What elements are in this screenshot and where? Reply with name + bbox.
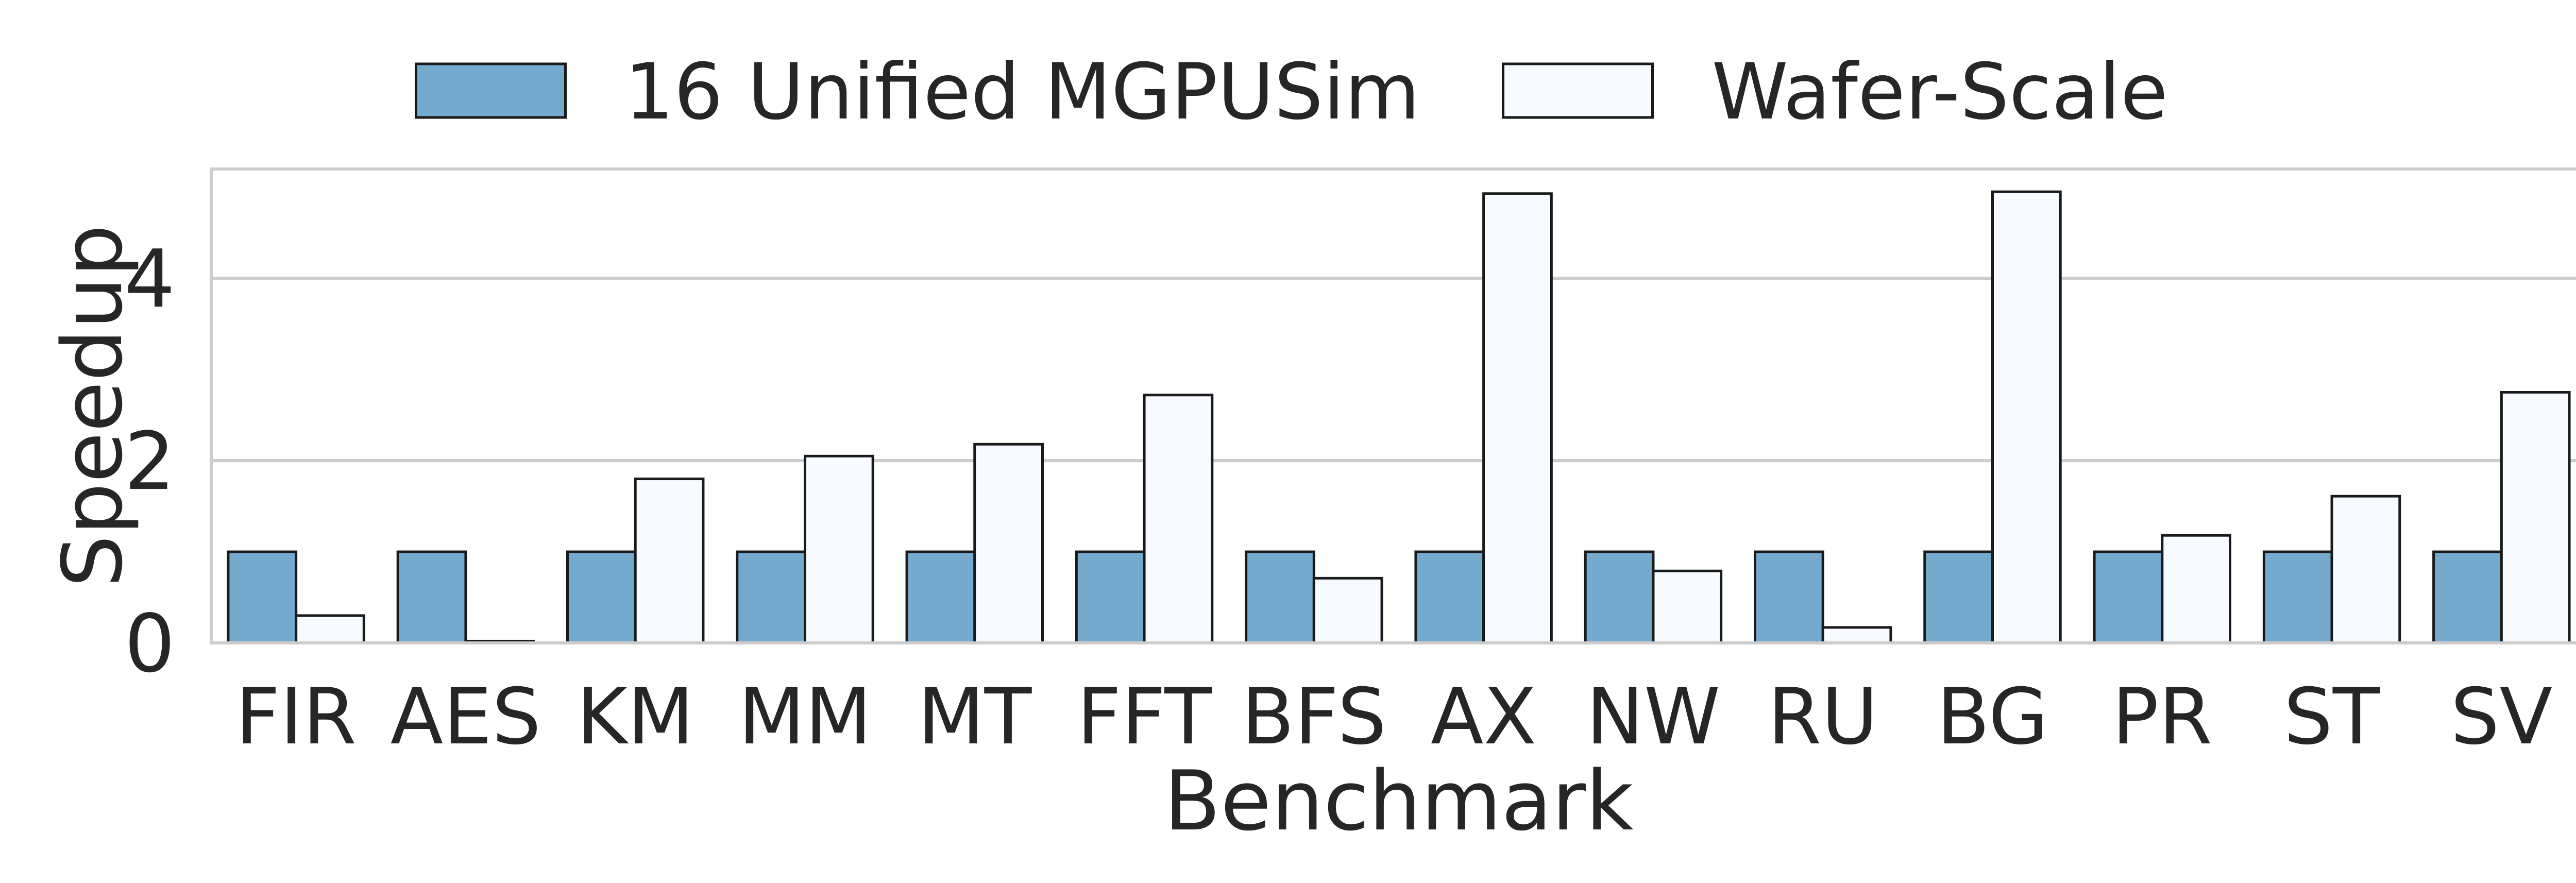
plot-frame <box>210 167 2576 644</box>
bar-sv-series-2 <box>2500 390 2571 644</box>
y-tick-label: 4 <box>124 232 175 326</box>
x-axis-label: Benchmark <box>1164 753 1634 849</box>
bars <box>227 190 2571 644</box>
bar-st-series-1 <box>2262 550 2333 644</box>
x-tick-label: AX <box>1431 672 1536 762</box>
bar-ax-series-2 <box>1482 192 1553 644</box>
legend-swatch-1 <box>415 62 567 119</box>
x-ticks: FIR AES KM MM MT FFT BFS AX NW RU BG PR ST SV <box>235 672 2552 762</box>
bar-fir-series-2 <box>295 614 365 644</box>
x-tick-label: BFS <box>1241 672 1386 762</box>
bar-mt-series-2 <box>973 443 1044 644</box>
bar-mm-series-2 <box>804 454 874 644</box>
bar-aes-series-1 <box>396 550 467 644</box>
bar-bfs-series-1 <box>1245 550 1315 644</box>
x-tick-label: FIR <box>235 672 357 762</box>
x-tick-label: SV <box>2450 672 2552 762</box>
legend-swatch-2 <box>1502 62 1654 119</box>
legend-label: 16 Unified MGPUSim <box>625 47 1420 137</box>
x-tick-label: BG <box>1937 672 2048 762</box>
bar-pr-series-1 <box>2093 550 2164 644</box>
bar-bg-series-1 <box>1923 550 1994 644</box>
bar-mt-series-1 <box>905 550 976 644</box>
x-tick-label: ST <box>2284 672 2381 762</box>
x-tick-label: PR <box>2112 672 2212 762</box>
bar-bg-series-2 <box>1991 190 2062 644</box>
bar-nw-series-2 <box>1652 569 1723 644</box>
y-tick-label: 0 <box>124 597 175 690</box>
x-tick-label: RU <box>1768 672 1878 762</box>
bar-sv-series-1 <box>2432 550 2503 644</box>
legend: 16 Unified MGPUSim Wafer-Scale <box>415 47 2168 137</box>
x-tick-label: KM <box>577 672 694 762</box>
x-tick-label: AES <box>391 672 541 762</box>
x-tick-label: NW <box>1586 672 1721 762</box>
bar-ru-series-2 <box>1821 626 1892 644</box>
bar-nw-series-1 <box>1584 550 1655 644</box>
bar-ru-series-1 <box>1754 550 1824 644</box>
y-tick-label: 2 <box>124 415 175 508</box>
bar-mm-series-1 <box>736 550 807 644</box>
bar-fir-series-1 <box>227 550 298 644</box>
y-ticks: 0 2 4 <box>124 232 175 690</box>
y-axis-label: Speedup <box>44 225 141 588</box>
x-tick-label: MM <box>738 672 872 762</box>
bar-km-series-2 <box>634 478 705 644</box>
bar-bfs-series-2 <box>1312 576 1383 644</box>
bar-fft-series-2 <box>1143 394 1214 644</box>
x-tick-label: FFT <box>1077 672 1212 762</box>
bar-st-series-2 <box>2330 495 2401 644</box>
bar-pr-series-2 <box>2161 534 2231 644</box>
bar-fft-series-1 <box>1075 550 1146 644</box>
legend-label: Wafer-Scale <box>1712 47 2168 137</box>
bar-km-series-1 <box>566 550 637 644</box>
x-tick-label: MT <box>918 672 1032 762</box>
bar-ax-series-1 <box>1414 550 1485 644</box>
